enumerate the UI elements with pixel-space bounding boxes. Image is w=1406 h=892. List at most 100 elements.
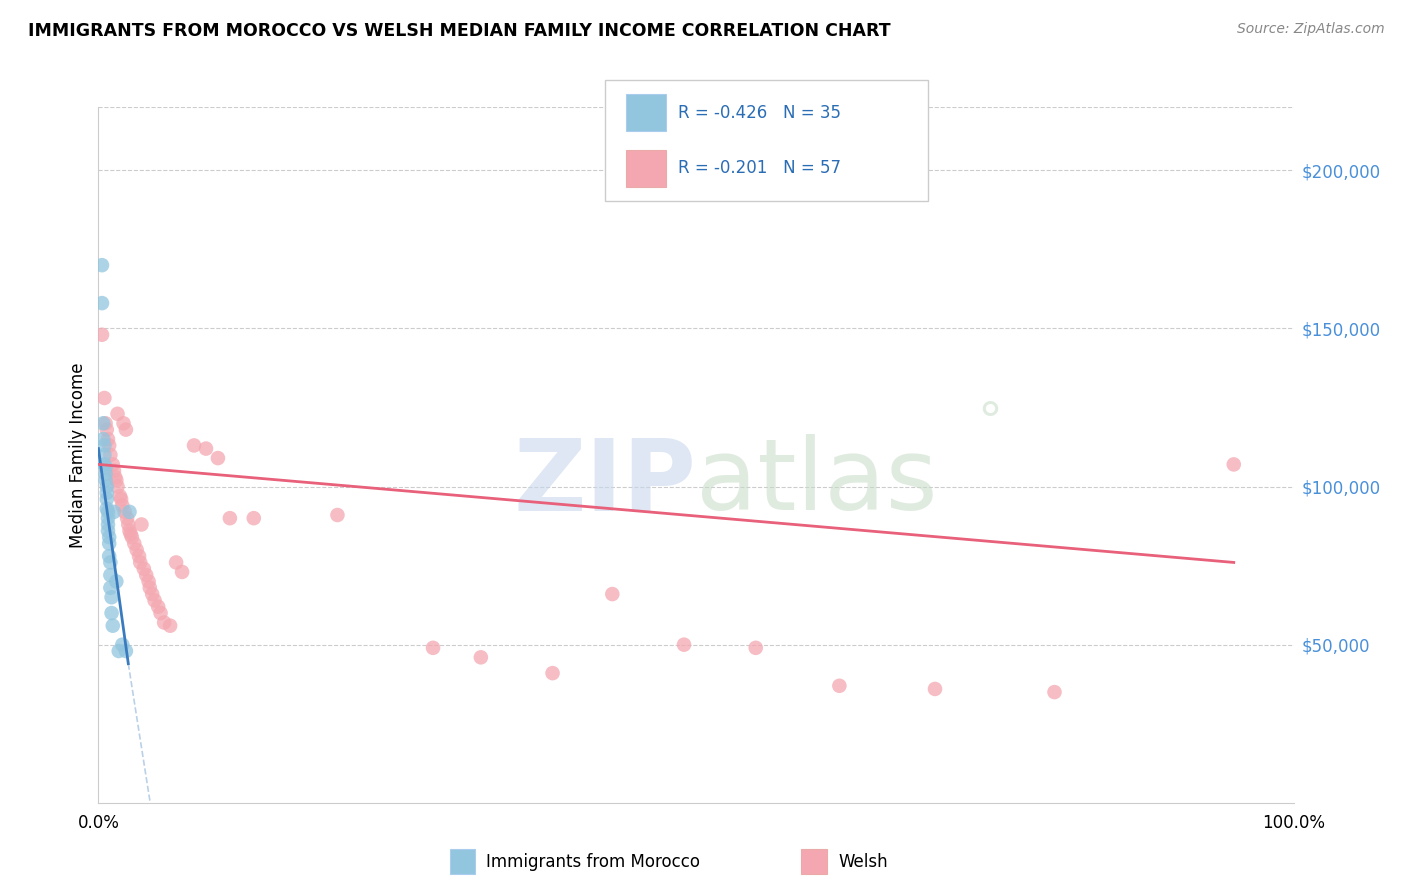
Text: Immigrants from Morocco: Immigrants from Morocco [486,853,700,871]
Point [219,511,242,525]
Point [172,565,194,579]
Point [165,556,187,570]
Point [1043,685,1066,699]
Text: R = -0.426   N = 35: R = -0.426 N = 35 [678,103,841,121]
Text: Source: ZipAtlas.com: Source: ZipAtlas.com [1237,22,1385,37]
Point [153,615,176,630]
Point [94,467,117,481]
Point [93,458,115,472]
Point [194,442,218,456]
Point [111,638,134,652]
Point [108,489,131,503]
Point [118,505,141,519]
Point [101,458,124,472]
Point [107,479,129,493]
Point [121,530,143,544]
Point [98,581,122,595]
Point [114,505,136,519]
Point [98,536,121,550]
Point [183,438,205,452]
Point [96,501,118,516]
Point [115,511,138,525]
Text: IMMIGRANTS FROM MOROCCO VS WELSH MEDIAN FAMILY INCOME CORRELATION CHART: IMMIGRANTS FROM MOROCCO VS WELSH MEDIAN … [28,22,891,40]
Point [97,524,120,538]
Point [97,505,120,519]
Point [470,650,492,665]
Point [124,536,146,550]
Point [96,423,118,437]
Point [924,681,946,696]
Point [110,492,132,507]
Point [132,562,155,576]
Point [94,460,117,475]
Point [138,574,160,589]
Point [100,606,122,620]
Point [93,438,115,452]
Y-axis label: Median Family Income: Median Family Income [69,362,87,548]
Point [98,549,121,563]
Point [149,606,172,620]
Point [673,638,696,652]
Point [94,417,117,431]
Point [91,296,114,310]
Point [243,511,266,525]
Point [1222,458,1246,472]
Point [135,568,157,582]
Point [326,508,349,522]
Point [96,486,118,500]
Point [100,591,122,605]
Point [97,517,120,532]
Point [103,505,125,519]
Point [101,618,124,632]
Point [541,666,564,681]
Point [118,524,141,538]
Point [602,587,624,601]
Point [117,517,139,532]
Text: atlas: atlas [696,434,938,532]
Point [125,542,148,557]
Point [745,640,768,655]
Point [97,511,120,525]
Point [96,492,118,507]
Point [98,438,121,452]
Text: °: ° [977,400,1002,448]
Point [139,581,162,595]
Point [94,473,117,487]
Point [120,527,142,541]
Point [111,499,134,513]
Point [105,473,128,487]
Point [115,423,138,437]
Point [159,618,181,632]
Point [96,479,118,493]
Text: R = -0.201   N = 57: R = -0.201 N = 57 [678,160,841,178]
Point [98,568,122,582]
Point [148,599,170,614]
Point [143,593,166,607]
Point [93,448,115,462]
Point [91,417,114,431]
Text: Welsh: Welsh [838,853,887,871]
Point [107,644,129,658]
Point [104,470,127,484]
Point [115,644,138,658]
Point [112,417,135,431]
Point [98,448,122,462]
Point [91,327,114,342]
Point [107,407,129,421]
Point [131,517,153,532]
Point [98,556,122,570]
Text: ZIP: ZIP [513,434,696,532]
Point [128,549,150,563]
Point [91,432,114,446]
Point [103,464,125,478]
Point [207,451,229,466]
Point [98,530,121,544]
Point [93,391,115,405]
Point [97,432,120,446]
Point [141,587,163,601]
Point [91,258,114,272]
Point [129,556,152,570]
Point [105,574,128,589]
Point [828,679,851,693]
Point [422,640,444,655]
